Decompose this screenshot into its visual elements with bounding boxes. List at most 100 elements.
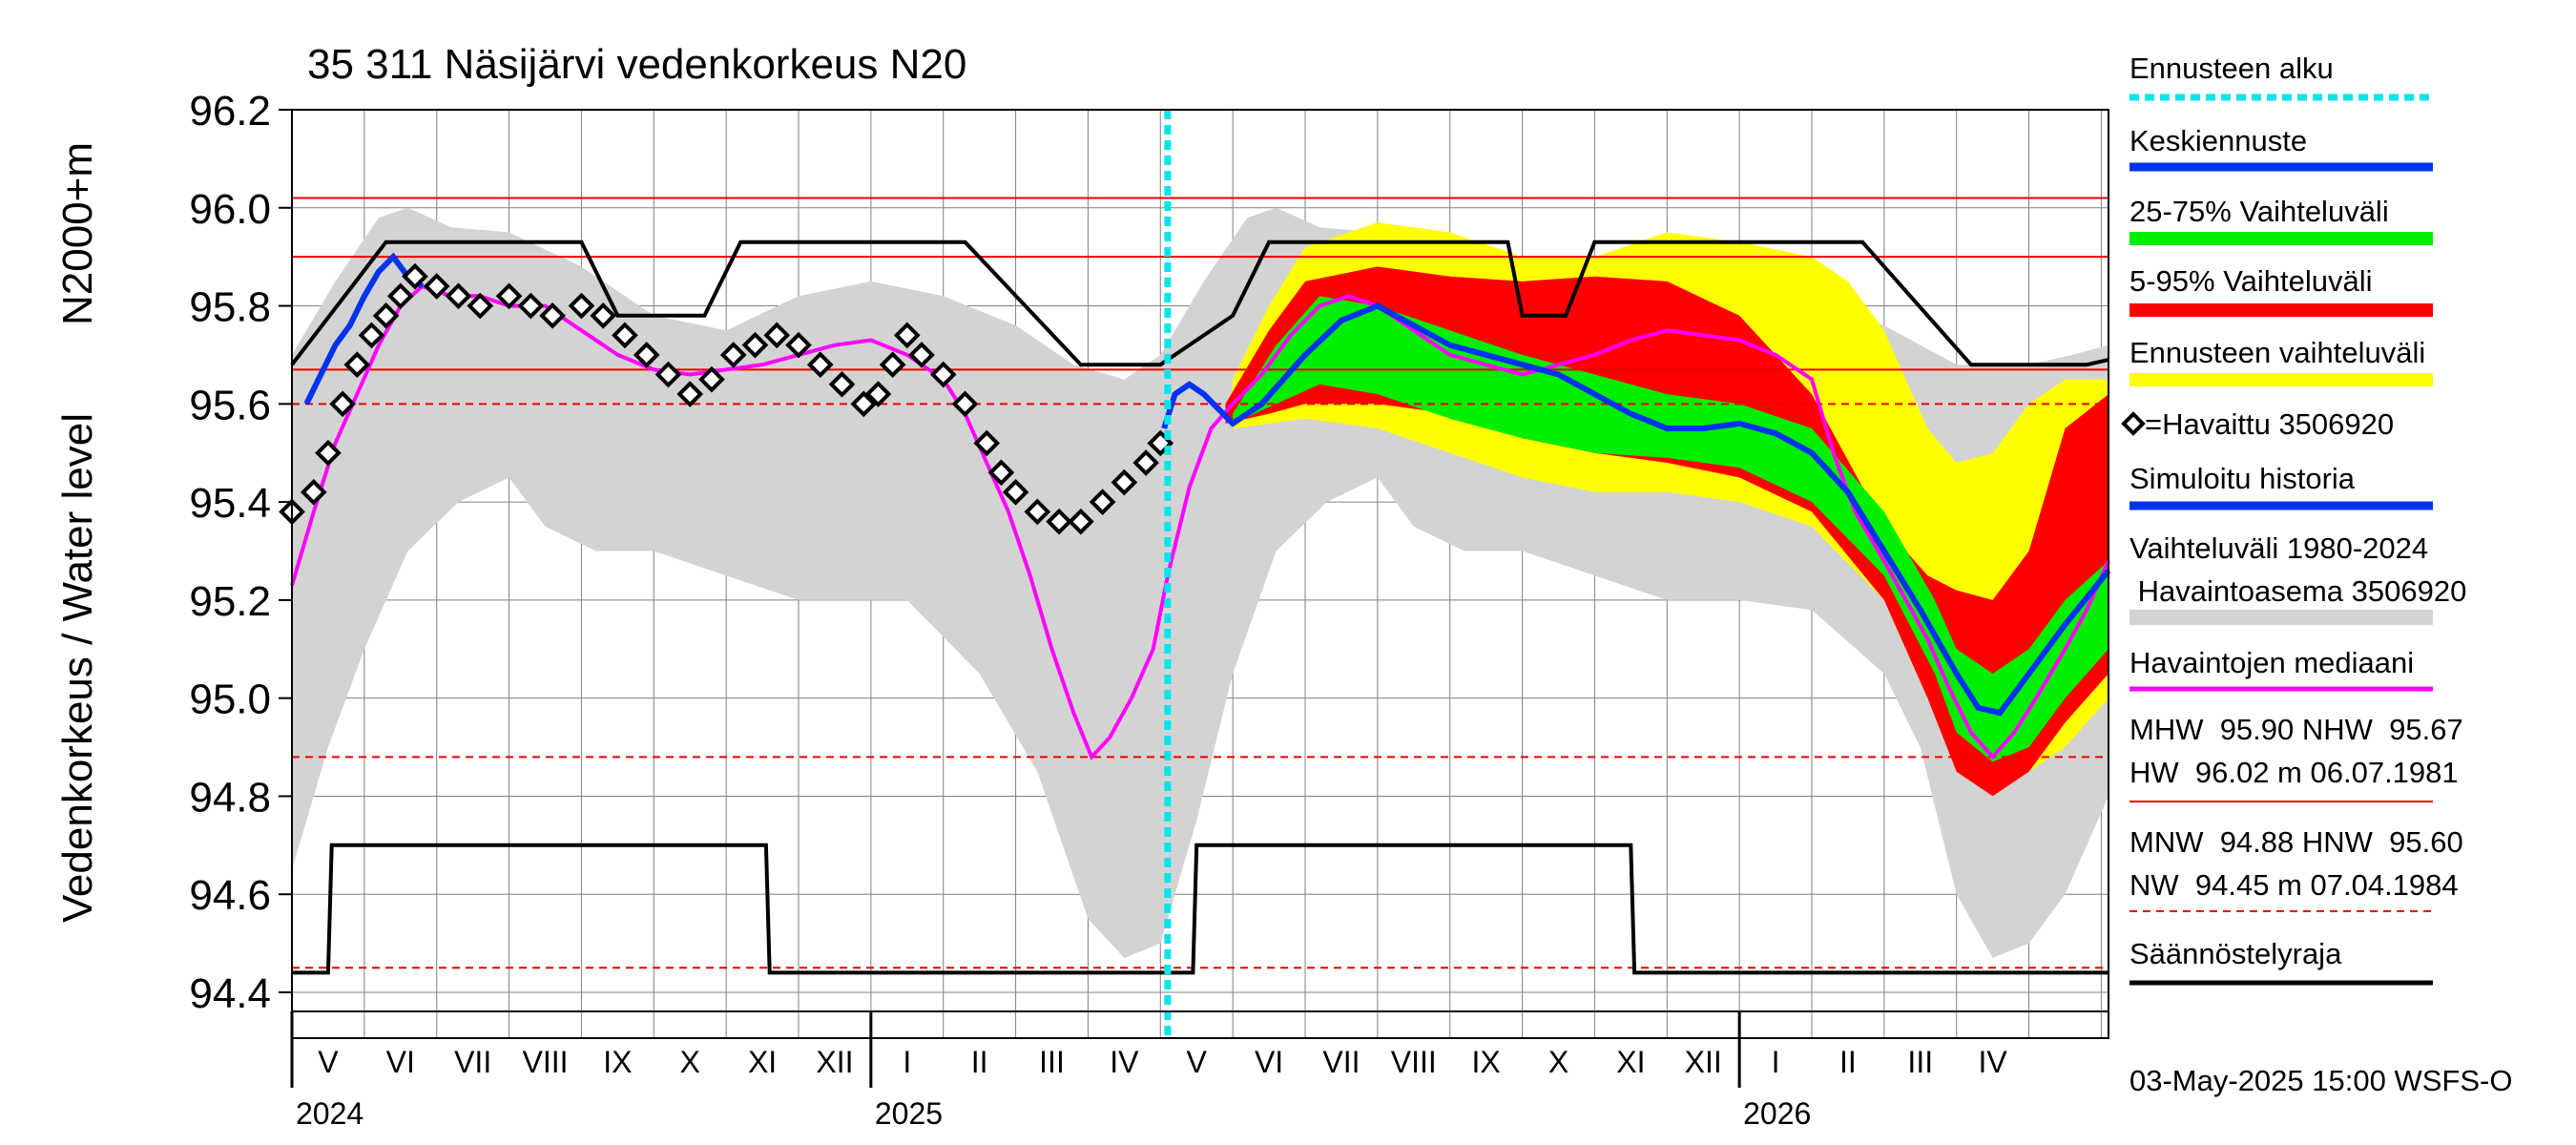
month-label: VI xyxy=(1255,1045,1283,1079)
month-label: VII xyxy=(454,1045,491,1079)
y-tick-label: 95.4 xyxy=(189,480,271,527)
legend-regulation-limit-label: Säännöstelyraja xyxy=(2129,937,2342,970)
observed-point xyxy=(828,370,856,398)
observed-point xyxy=(719,342,747,368)
observed-point xyxy=(879,351,906,379)
month-label: I xyxy=(1772,1045,1780,1079)
legend-stats-high-1: MHW 95.90 NHW 95.67 xyxy=(2129,713,2463,746)
observed-point xyxy=(358,322,385,349)
footer-timestamp: 03-May-2025 15:00 WSFS-O xyxy=(2129,1064,2512,1097)
y-tick-label: 96.0 xyxy=(189,186,271,233)
month-label: III xyxy=(1907,1045,1933,1079)
month-label: X xyxy=(1548,1045,1568,1079)
y-tick-label: 95.8 xyxy=(189,284,271,331)
month-label: X xyxy=(680,1045,700,1079)
range-25-75-band xyxy=(1233,296,2109,762)
legend-median-label: Havaintojen mediaani xyxy=(2129,646,2414,679)
observed-point xyxy=(908,342,935,368)
legend-hist-range-label-1: Vaihteluväli 1980-2024 xyxy=(2129,531,2428,565)
observed-point xyxy=(445,282,472,310)
observed-point xyxy=(763,322,791,349)
observed-point xyxy=(741,331,769,359)
year-label: 2025 xyxy=(875,1096,943,1131)
observed-point xyxy=(568,292,595,320)
month-label: VIII xyxy=(1391,1045,1437,1079)
month-label: XI xyxy=(1616,1045,1645,1079)
y-axis-label: Vedenkorkeus / Water level xyxy=(54,413,101,923)
observed-point xyxy=(1024,498,1051,526)
observed-point xyxy=(539,302,566,329)
observed-point xyxy=(1111,468,1138,496)
legend-mean-forecast-label: Keskiennuste xyxy=(2129,124,2307,157)
legend-observed-diamond xyxy=(2121,411,2146,436)
observed-point xyxy=(423,273,450,300)
simulated-history-line xyxy=(303,252,425,406)
month-label: II xyxy=(1839,1045,1857,1079)
observed-point xyxy=(590,302,617,329)
regulation-lower-line xyxy=(292,843,2109,975)
plot-area xyxy=(279,109,2111,1038)
y-tick-label: 94.8 xyxy=(189,774,271,821)
month-label: IV xyxy=(1110,1045,1139,1079)
observed-point xyxy=(785,331,812,359)
month-label: I xyxy=(903,1045,911,1079)
mean-forecast-line xyxy=(1161,302,2111,717)
observed-point xyxy=(1089,489,1116,515)
legend-range-5-95-label: 5-95% Vaihteluväli xyxy=(2129,264,2372,298)
observed-point xyxy=(495,282,523,310)
observed-point xyxy=(864,381,892,407)
month-label: II xyxy=(971,1045,988,1079)
legend-stats-low-2: NW 94.45 m 07.04.1984 xyxy=(2129,868,2459,902)
legend-stats-low-1: MNW 94.88 HNW 95.60 xyxy=(2129,825,2463,859)
month-label: IX xyxy=(603,1045,632,1079)
plot-frame xyxy=(291,109,2109,1039)
observed-point xyxy=(1068,508,1094,535)
observed-point xyxy=(315,439,342,467)
median-line xyxy=(290,283,2110,760)
observed-point xyxy=(929,361,957,388)
y-tick-label: 94.4 xyxy=(189,970,271,1017)
observed-point xyxy=(402,262,428,290)
y-axis-unit-label: N2000+m xyxy=(54,142,101,325)
month-label: IX xyxy=(1472,1045,1501,1079)
month-label: XII xyxy=(1685,1045,1722,1079)
regulation-upper-line xyxy=(290,239,2109,367)
observed-point xyxy=(951,390,979,418)
year-label: 2026 xyxy=(1743,1096,1811,1131)
observed-point xyxy=(329,390,356,418)
observed-point xyxy=(806,351,834,379)
observed-point xyxy=(343,351,371,379)
legend-observed-label: =Havaittu 3506920 xyxy=(2145,407,2394,441)
year-label: 2024 xyxy=(296,1096,364,1131)
y-tick-label: 96.2 xyxy=(189,88,271,135)
observed-point xyxy=(612,322,638,349)
legend-stats-high-2: HW 96.02 m 06.07.1981 xyxy=(2129,756,2459,789)
month-label: V xyxy=(1187,1045,1208,1079)
observed-point xyxy=(300,479,327,506)
observed-point xyxy=(654,361,682,388)
observed-point xyxy=(987,459,1015,487)
legend-range-25-75-label: 25-75% Vaihteluväli xyxy=(2129,195,2389,228)
legend-hist-range-label-2: Havaintoasema 3506920 xyxy=(2129,574,2466,608)
legend-ensemble-range-label: Ennusteen vaihteluväli xyxy=(2129,336,2425,369)
y-tick-label: 94.6 xyxy=(189,872,271,919)
y-tick-label: 95.0 xyxy=(189,677,271,723)
observed-point xyxy=(517,292,545,320)
axes: 96.2 96.0 95.8 95.6 95.4 95.2 95.0 94.8 94.6 94.4… xyxy=(189,88,2109,1131)
observed-point xyxy=(633,342,660,368)
observed-point xyxy=(973,429,1001,457)
observed-point xyxy=(1046,508,1072,535)
month-label: VII xyxy=(1322,1045,1360,1079)
observed-point xyxy=(1132,449,1159,476)
legend: Ennusteen alku Keskiennuste 25-75% Vaiht… xyxy=(2121,52,2466,986)
month-label: V xyxy=(318,1045,339,1079)
month-label: VI xyxy=(386,1045,415,1079)
y-tick-label: 95.2 xyxy=(189,578,271,625)
legend-forecast-start-label: Ennusteen alku xyxy=(2129,52,2334,85)
month-label: XII xyxy=(816,1045,853,1079)
observed-point xyxy=(676,381,704,407)
month-label: VIII xyxy=(522,1045,568,1079)
y-tick-label: 95.6 xyxy=(189,382,271,428)
chart-title: 35 311 Näsijärvi vedenkorkeus N20 xyxy=(307,41,966,88)
